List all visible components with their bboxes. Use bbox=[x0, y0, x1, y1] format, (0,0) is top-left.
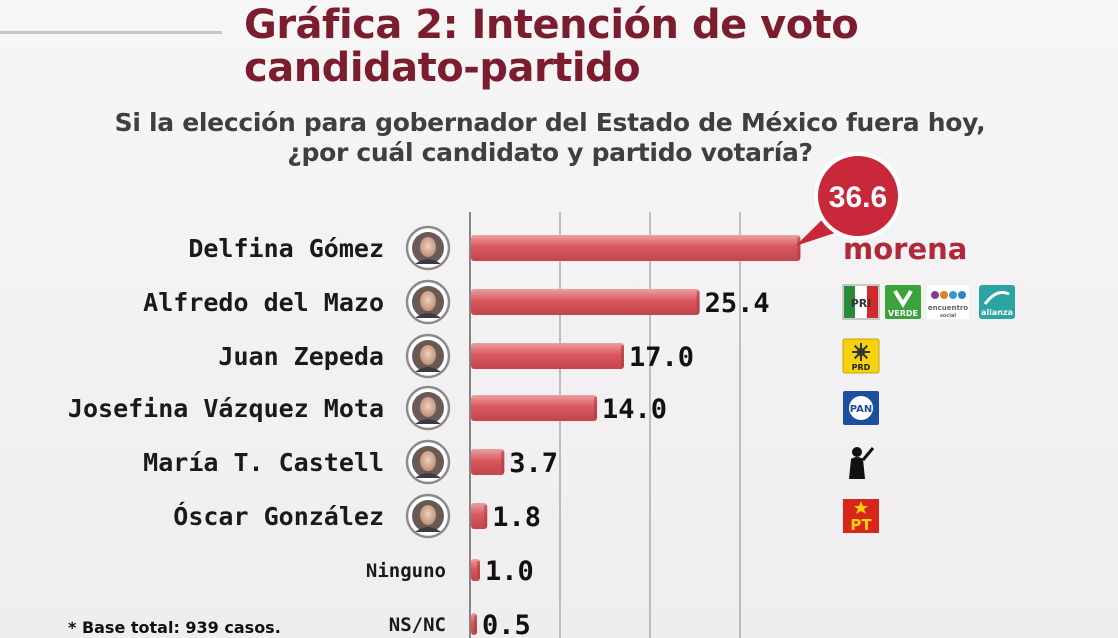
category-label-oscar-gonzalez: Óscar González bbox=[173, 501, 384, 531]
highlight-callout: 36.6 bbox=[795, 152, 902, 246]
svg-text:PRD: PRD bbox=[852, 363, 871, 372]
gridlines bbox=[469, 212, 741, 638]
logo-pri: PRI bbox=[842, 284, 880, 320]
category-label-juan-zepeda: Juan Zepeda bbox=[218, 342, 384, 371]
bar-edge bbox=[696, 291, 700, 313]
value-label-ns-nc: 0.5 bbox=[482, 610, 531, 638]
bar-maria-t-castell bbox=[471, 449, 505, 475]
callout-circle bbox=[814, 152, 902, 240]
bar-oscar-gonzalez bbox=[471, 503, 488, 529]
svg-text:encuentro: encuentro bbox=[928, 304, 968, 312]
logo-verde: VERDE bbox=[885, 285, 921, 319]
bar-edge bbox=[474, 615, 477, 633]
bar-edge bbox=[797, 237, 801, 259]
logo-prd: PRD bbox=[842, 338, 880, 374]
avatar-josefina-vazquez-mota bbox=[405, 385, 451, 431]
category-label-ninguno: Ninguno bbox=[366, 560, 446, 582]
svg-text:PAN: PAN bbox=[850, 404, 873, 415]
base-footnote: * Base total: 939 casos. bbox=[68, 618, 281, 637]
bar-alfredo-del-mazo bbox=[471, 289, 700, 315]
avatar-juan-zepeda bbox=[405, 333, 451, 379]
avatars-group bbox=[405, 225, 451, 539]
bars-group bbox=[471, 235, 801, 635]
category-label-ns-nc: NS/NC bbox=[389, 614, 446, 636]
value-labels: 25.4 17.0 14.0 3.7 1.8 1.0 0.5 bbox=[482, 288, 770, 638]
svg-text:social: social bbox=[940, 313, 956, 319]
subtitle-line-1: Si la elección para gobernador del Estad… bbox=[114, 108, 986, 137]
logo-alianza: alianza bbox=[979, 285, 1015, 319]
value-label-oscar-gonzalez: 1.8 bbox=[492, 502, 541, 533]
value-label-maria-t-castell: 3.7 bbox=[509, 448, 558, 479]
bar-edge bbox=[621, 345, 624, 367]
avatar-oscar-gonzalez bbox=[405, 493, 451, 539]
avatar-delfina-gomez bbox=[405, 225, 451, 271]
avatar-maria-t-castell bbox=[405, 439, 451, 485]
logo-pt: PT bbox=[843, 499, 879, 534]
bar-edge bbox=[477, 561, 480, 579]
category-label-maria-t-castell: María T. Castell bbox=[143, 448, 384, 477]
avatar-alfredo-del-mazo bbox=[405, 279, 451, 325]
logo-pan: PAN bbox=[843, 391, 879, 425]
svg-text:alianza: alianza bbox=[981, 308, 1013, 317]
bar-josefina-vazquez-mota bbox=[471, 395, 597, 421]
bar-edge bbox=[594, 397, 597, 419]
bar-juan-zepeda bbox=[471, 343, 624, 369]
logo-independent-silhouette bbox=[849, 447, 875, 479]
title-line-2: candidato-partido bbox=[244, 45, 641, 91]
subtitle-line-2: ¿por cuál candidato y partido votaría? bbox=[287, 138, 813, 167]
value-label-ninguno: 1.0 bbox=[485, 556, 534, 587]
svg-text:VERDE: VERDE bbox=[888, 309, 918, 318]
svg-text:PT: PT bbox=[850, 516, 872, 534]
category-labels: Delfina Gómez Alfredo del Mazo Juan Zepeda… bbox=[68, 234, 446, 636]
bar-edge bbox=[501, 451, 505, 473]
chart-title: Gráfica 2: Intención de voto candidato-p… bbox=[244, 4, 1004, 90]
category-label-josefina-vazquez-mota: Josefina Vázquez Mota bbox=[68, 394, 384, 423]
bar-edge bbox=[484, 505, 488, 527]
value-label-josefina-vazquez-mota: 14.0 bbox=[602, 394, 667, 425]
value-label-juan-zepeda: 17.0 bbox=[629, 342, 694, 373]
callout-value-label: 36.6 bbox=[829, 181, 887, 214]
category-label-alfredo-del-mazo: Alfredo del Mazo bbox=[143, 288, 384, 317]
category-label-delfina-gomez: Delfina Gómez bbox=[188, 234, 384, 263]
chart-subtitle: Si la elección para gobernador del Estad… bbox=[60, 108, 1040, 168]
svg-text:PRI: PRI bbox=[851, 297, 872, 310]
title-line-1: Gráfica 2: Intención de voto bbox=[244, 2, 859, 48]
bar-delfina-gomez bbox=[471, 235, 801, 261]
header-rule bbox=[0, 31, 222, 34]
value-label-alfredo-del-mazo: 25.4 bbox=[705, 288, 770, 319]
